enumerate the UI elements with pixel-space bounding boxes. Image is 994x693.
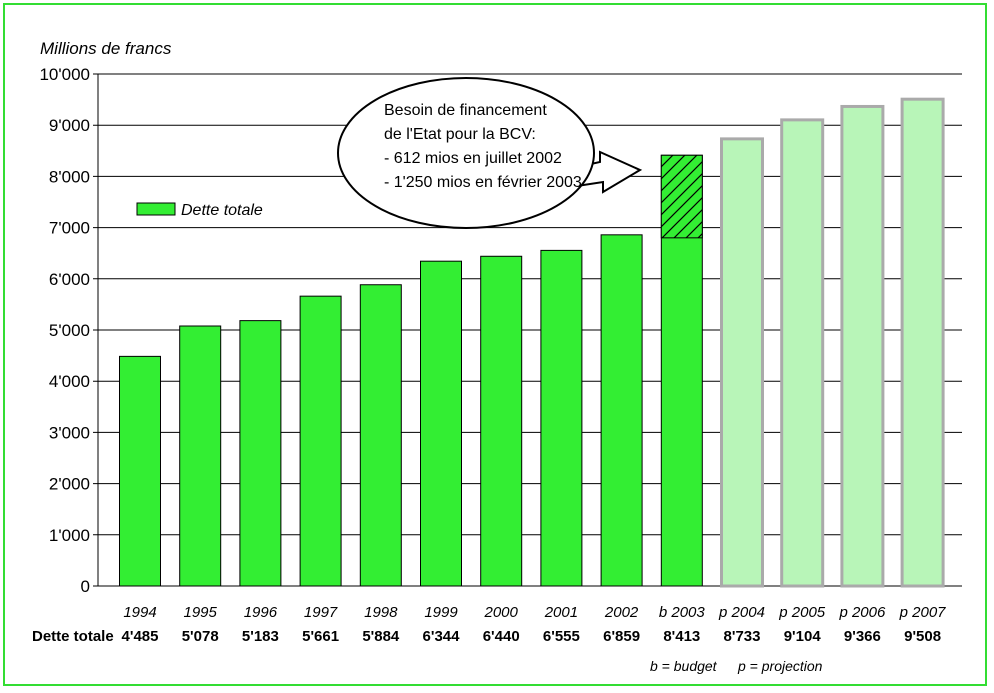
footnote-projection: p = projection <box>737 658 823 674</box>
chart-frame <box>3 3 987 686</box>
y-tick-label: 6'000 <box>49 270 90 289</box>
value-label: 6'859 <box>603 628 640 645</box>
y-tick-label: 8'000 <box>49 167 90 186</box>
value-label: 9'104 <box>784 628 822 645</box>
bar <box>179 325 222 587</box>
x-tick-label: 1997 <box>304 604 338 621</box>
x-tick-label: 1999 <box>424 604 458 621</box>
value-label: 8'733 <box>724 628 761 645</box>
x-tick-label: b 2003 <box>659 604 706 621</box>
x-tick-label: 1996 <box>244 604 278 621</box>
y-tick-label: 4'000 <box>49 372 90 391</box>
x-tick-label: 2002 <box>604 604 639 621</box>
y-tick-label: 7'000 <box>49 219 90 238</box>
bar <box>600 234 643 587</box>
bar <box>720 137 764 588</box>
value-label: 8'413 <box>663 628 700 645</box>
callout-line-3: - 612 mios en juillet 2002 <box>384 150 562 167</box>
value-label: 5'884 <box>362 628 400 645</box>
bars <box>119 97 945 588</box>
x-tick-labels: 1994 1995 1996 1997 1998 1999 2000 2001 2002 b 20… <box>123 604 946 621</box>
bar <box>239 320 282 587</box>
y-tick-label: 2'000 <box>49 475 90 494</box>
value-label: 6'440 <box>483 628 520 645</box>
bar <box>540 249 583 587</box>
annotation-callout: Besoin de financement de l'Etat pour la … <box>337 77 643 229</box>
bar <box>780 118 825 588</box>
bar <box>420 260 462 587</box>
y-tick-label: 9'000 <box>49 116 90 135</box>
footnote-budget: b = budget <box>650 658 718 674</box>
legend-swatch <box>136 202 176 216</box>
bar <box>480 255 523 587</box>
value-label: 6'555 <box>543 628 580 645</box>
value-label: 5'183 <box>242 628 279 645</box>
bar <box>359 284 402 587</box>
bar-hatched-portion <box>660 154 703 239</box>
legend-label: Dette totale <box>181 202 263 219</box>
callout-bubble <box>337 77 595 229</box>
table-row-label: Dette totale <box>32 628 114 645</box>
bar <box>299 295 342 587</box>
x-tick-label: 1995 <box>184 604 218 621</box>
callout-line-4: - 1'250 mios en février 2003 <box>384 174 582 191</box>
y-tick-label: 1'000 <box>49 526 90 545</box>
bar <box>119 355 161 587</box>
callout-line-1: Besoin de financement <box>384 102 547 119</box>
value-label: 5'078 <box>182 628 219 645</box>
x-tick-label: p 2007 <box>899 604 947 621</box>
value-label: 5'661 <box>302 628 339 645</box>
x-tick-label: 1994 <box>123 604 156 621</box>
y-tick-label: 3'000 <box>49 423 90 442</box>
x-tick-label: p 2006 <box>838 604 886 621</box>
bar <box>900 97 945 588</box>
x-tick-label: p 2005 <box>778 604 826 621</box>
x-tick-label: 1998 <box>364 604 398 621</box>
y-tick-labels: 0 1'000 2'000 3'000 4'000 5'000 6'000 7'000 8'00… <box>39 65 90 596</box>
value-label: 9'366 <box>844 628 881 645</box>
callout-line-2: de l'Etat pour la BCV: <box>384 126 536 143</box>
y-tick-label: 0 <box>81 577 90 596</box>
x-tick-label: 2001 <box>544 604 578 621</box>
value-label: 4'485 <box>122 628 159 645</box>
value-label: 6'344 <box>423 628 461 645</box>
value-labels: 4'485 5'078 5'183 5'661 5'884 6'344 6'440 6'555… <box>122 628 942 645</box>
y-tick-label: 5'000 <box>49 321 90 340</box>
legend: Dette totale <box>136 202 263 219</box>
y-axis-label: Millions de francs <box>40 39 172 58</box>
bar <box>840 104 885 588</box>
y-tick-label: 10'000 <box>39 65 90 84</box>
value-label: 9'508 <box>904 628 941 645</box>
x-tick-label: 2000 <box>484 604 519 621</box>
x-tick-label: p 2004 <box>718 604 765 621</box>
